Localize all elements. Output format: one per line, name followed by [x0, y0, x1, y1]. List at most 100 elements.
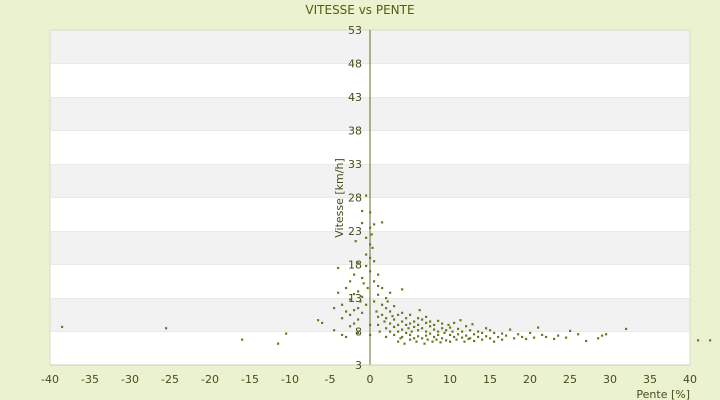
- data-point: [377, 293, 380, 296]
- y-tick-label: 43: [348, 91, 362, 104]
- data-point: [391, 315, 394, 318]
- x-tick-label: -10: [281, 373, 299, 386]
- data-point: [353, 309, 356, 312]
- data-point: [365, 264, 368, 268]
- data-point: [485, 335, 488, 338]
- x-tick-label: -5: [325, 373, 336, 386]
- data-point: [381, 221, 384, 224]
- data-point: [505, 334, 508, 337]
- data-point: [457, 333, 460, 336]
- data-point: [373, 280, 376, 283]
- data-point: [447, 323, 450, 326]
- data-point: [371, 246, 374, 249]
- data-point: [433, 323, 436, 326]
- y-axis-label: Vitesse [km/h]: [333, 158, 346, 238]
- data-point: [361, 221, 364, 225]
- x-tick-label: -35: [81, 373, 99, 386]
- data-point: [461, 330, 464, 333]
- data-point: [369, 333, 372, 337]
- data-point: [465, 334, 468, 337]
- x-tick-label: -40: [41, 373, 59, 386]
- data-point: [405, 323, 408, 326]
- data-point: [489, 337, 492, 340]
- data-point: [565, 336, 568, 339]
- data-point: [409, 333, 412, 337]
- data-point: [605, 333, 608, 336]
- data-point: [415, 340, 418, 343]
- data-point: [441, 322, 444, 325]
- x-tick-label: 30: [603, 373, 617, 386]
- data-point: [425, 330, 428, 333]
- data-point: [601, 334, 604, 337]
- data-point: [585, 339, 588, 343]
- data-point: [389, 310, 392, 313]
- data-point: [433, 328, 436, 331]
- data-point: [361, 209, 364, 213]
- data-point: [386, 300, 389, 303]
- data-point: [529, 331, 532, 335]
- data-point: [485, 327, 488, 330]
- data-point: [421, 337, 424, 340]
- data-point: [425, 315, 428, 318]
- data-point: [389, 322, 392, 325]
- data-point: [381, 303, 384, 306]
- data-point: [413, 325, 416, 329]
- data-point: [473, 333, 476, 336]
- data-point: [557, 334, 560, 337]
- data-point: [370, 233, 373, 236]
- data-point: [417, 329, 420, 332]
- data-point: [409, 322, 412, 325]
- data-point: [467, 337, 470, 341]
- data-point: [365, 303, 368, 306]
- x-tick-label: 35: [643, 373, 657, 386]
- data-point: [397, 323, 400, 326]
- data-point: [469, 329, 472, 332]
- data-point: [437, 319, 440, 322]
- x-tick-label: -30: [121, 373, 139, 386]
- data-point: [437, 330, 440, 333]
- data-point: [423, 342, 426, 345]
- data-point: [61, 325, 64, 329]
- data-point: [453, 321, 456, 324]
- data-point: [493, 340, 496, 343]
- data-point: [417, 323, 420, 326]
- data-point: [317, 319, 320, 322]
- data-point: [362, 282, 365, 285]
- x-tick-label: 15: [483, 373, 497, 386]
- data-point: [441, 337, 444, 340]
- data-point: [378, 330, 381, 333]
- data-point: [405, 317, 408, 320]
- data-point: [399, 337, 402, 340]
- data-point: [366, 286, 369, 290]
- data-point: [365, 194, 368, 197]
- data-point: [349, 298, 352, 301]
- data-point: [353, 322, 356, 325]
- data-point: [393, 325, 396, 329]
- data-point: [377, 273, 380, 276]
- data-point: [525, 337, 528, 341]
- data-point: [477, 330, 480, 333]
- data-point: [349, 280, 352, 283]
- data-point: [369, 243, 372, 246]
- data-point: [321, 321, 324, 324]
- data-point: [397, 313, 400, 316]
- data-point: [425, 334, 428, 337]
- data-point: [369, 211, 372, 214]
- data-point: [381, 286, 384, 290]
- x-tick-label: 5: [407, 373, 414, 386]
- data-point: [709, 339, 712, 342]
- data-point: [471, 323, 474, 326]
- data-point: [469, 337, 472, 340]
- data-point: [459, 319, 462, 322]
- x-tick-label: 10: [443, 373, 457, 386]
- data-point: [417, 317, 420, 320]
- data-point: [431, 340, 434, 343]
- data-point: [333, 329, 336, 332]
- data-point: [497, 335, 500, 339]
- data-point: [489, 329, 492, 332]
- data-point: [449, 326, 452, 329]
- data-point: [413, 320, 416, 323]
- data-point: [409, 313, 412, 316]
- data-point: [517, 333, 520, 336]
